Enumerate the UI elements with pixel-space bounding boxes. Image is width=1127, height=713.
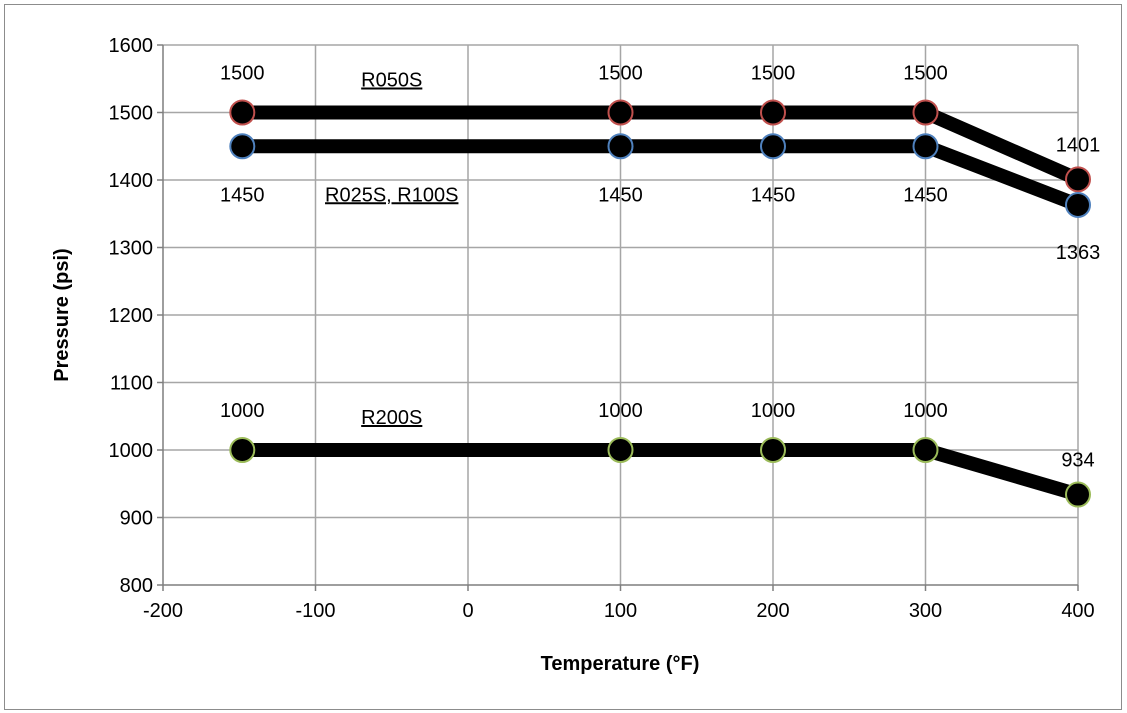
x-tick-label: -100 [295, 600, 335, 622]
data-label: 1450 [598, 184, 643, 206]
data-labels: 1500 1500 1500 1500 1401 1450 1450 1450 1450 1363… [220, 63, 1100, 472]
series-names: R050S R025S, R100S R200S [325, 70, 458, 430]
data-label: 1000 [220, 400, 265, 422]
data-point-marker [912, 133, 939, 160]
x-tick-labels: -200 -100 0 100 200 300 400 [143, 600, 1095, 622]
data-label: 1500 [220, 63, 265, 85]
data-point-marker [760, 99, 786, 126]
data-label: 934 [1061, 450, 1094, 472]
data-label: 1401 [1056, 134, 1101, 156]
data-label: 1500 [598, 63, 643, 85]
data-label: 1363 [1056, 242, 1101, 264]
y-axis-title: Pressure (psi) [51, 248, 73, 381]
data-point-marker [229, 437, 256, 463]
y-tick-label: 1000 [109, 440, 154, 462]
y-tick-label: 1500 [109, 103, 154, 125]
data-point-marker [607, 99, 634, 126]
data-point-marker [1065, 481, 1091, 508]
data-label: 1450 [903, 184, 948, 206]
x-axis-title: Temperature (°F) [541, 653, 700, 675]
y-tick-label: 800 [120, 575, 153, 597]
y-tick-label: 900 [120, 508, 153, 530]
data-label: 1000 [903, 400, 948, 422]
data-label: 1450 [751, 184, 796, 206]
data-point-marker [607, 133, 634, 160]
series-name-label: R025S, R100S [325, 184, 458, 206]
data-label: 1500 [903, 63, 948, 85]
y-tick-label: 1300 [109, 238, 154, 260]
x-tick-label: 200 [756, 600, 789, 622]
data-point-marker [1065, 191, 1091, 218]
x-tick-label: 400 [1061, 600, 1094, 622]
data-label: 1500 [751, 63, 796, 85]
series-line [235, 443, 1085, 502]
data-label: 1000 [598, 400, 643, 422]
data-point-marker [760, 437, 786, 463]
y-tick-label: 1100 [110, 373, 153, 395]
data-point-marker [912, 437, 939, 463]
axes [157, 44, 1079, 591]
y-tick-label: 1400 [109, 170, 154, 192]
y-tick-labels: 800 900 1000 1100 1200 1300 1400 1500 1600 [109, 35, 154, 597]
data-point-marker [229, 99, 256, 126]
data-point-marker [607, 437, 634, 463]
data-label: 1450 [220, 184, 265, 206]
x-tick-label: -200 [143, 600, 183, 622]
x-tick-label: 100 [604, 600, 637, 622]
series-name-label: R200S [361, 407, 422, 429]
x-tick-label: 0 [462, 600, 473, 622]
data-point-marker [229, 133, 256, 160]
y-tick-label: 1200 [109, 305, 154, 327]
x-tick-label: 300 [909, 600, 942, 622]
data-point-marker [760, 133, 786, 160]
data-point-marker [1065, 166, 1091, 193]
series-group [229, 99, 1091, 508]
data-point-marker [912, 99, 939, 126]
data-label: 1000 [751, 400, 796, 422]
series-name-label: R050S [361, 70, 422, 92]
y-tick-label: 1600 [109, 35, 154, 57]
